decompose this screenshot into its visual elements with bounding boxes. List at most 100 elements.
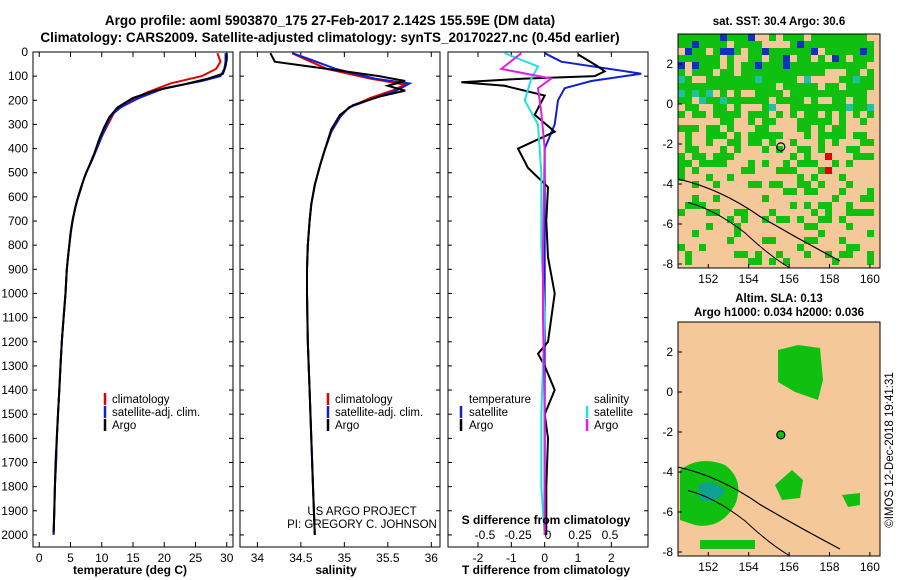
sst-cell [727,97,734,104]
sst-cell [713,132,720,139]
lat-tick-label: -8 [662,257,673,271]
x-tick-label: 15 [126,551,140,565]
sst-cell [769,48,776,55]
sst-cell [685,90,692,97]
sst-cell [839,125,846,132]
sst-cell [804,251,811,258]
sst-cell [755,258,762,265]
sst-cell [706,62,713,69]
lat-tick-label: -4 [662,465,673,479]
sst-cell [818,181,825,188]
sst-cell [846,69,853,76]
difference-xlabel: T difference from climatology [462,563,630,577]
sst-cell [825,209,832,216]
sst-cell [818,146,825,153]
sst-cell [853,244,860,251]
sst-cell [867,83,874,90]
sst-cell [762,76,769,83]
sst-cell [692,55,699,62]
sst-cell [839,41,846,48]
depth-tick-label: 1000 [1,286,28,300]
sst-cell [867,41,874,48]
sst-cell [699,69,706,76]
sst-cell [846,62,853,69]
sst-cell [762,104,769,111]
sst-cell [776,167,783,174]
sst-cell [825,132,832,139]
sst-cell [797,104,804,111]
sst-cell [818,132,825,139]
sst-cell [678,244,685,251]
sst-cell [727,125,734,132]
sst-cell [769,62,776,69]
sst-cell [699,83,706,90]
sst-cell [797,244,804,251]
sst-cell [734,251,741,258]
sst-cell [748,181,755,188]
sst-cell [685,132,692,139]
lat-tick-label: -2 [662,425,673,439]
lat-tick-label: 0 [666,97,673,111]
sst-cell [713,41,720,48]
sla-anomaly [778,345,823,400]
sst-cell [769,83,776,90]
sst-cell [811,69,818,76]
sst-cell [797,55,804,62]
depth-tick-label: 1300 [1,359,28,373]
argo-position-marker [776,430,786,440]
sst-cell [755,55,762,62]
sst-cell [853,104,860,111]
depth-tick-label: 1100 [2,311,28,325]
sst-cell [825,167,832,174]
sst-cell [741,34,748,41]
s-difference-label: S difference from climatology [462,513,631,527]
sst-cell [748,41,755,48]
sst-cell [692,104,699,111]
sst-cell [790,76,797,83]
sst-cell [804,202,811,209]
sst-cell [741,209,748,216]
legend-label-s-argo: Argo [594,420,618,432]
sst-cell [776,132,783,139]
sst-cell [727,118,734,125]
sst-cell [692,48,699,55]
sst-cell [818,125,825,132]
sst-cell [692,181,699,188]
sst-cell [853,62,860,69]
sst-cell [839,132,846,139]
sst-cell [755,251,762,258]
sst-cell [748,62,755,69]
sst-cell [755,62,762,69]
sst-cell [720,111,727,118]
sst-cell [825,118,832,125]
sst-cell [860,118,867,125]
sst-cell [769,181,776,188]
depth-tick-label: 400 [8,142,28,156]
legend-title-temperature: temperature [469,394,531,406]
sst-cell [720,132,727,139]
sst-cell [867,111,874,118]
sst-cell [832,34,839,41]
sst-cell [804,188,811,195]
sst-cell [853,153,860,160]
sst-cell [727,139,734,146]
sst-cell [748,160,755,167]
sst-cell [748,55,755,62]
sst-cell [818,202,825,209]
sst-cell [825,83,832,90]
sst-cell [748,118,755,125]
sst-cell [727,76,734,83]
lon-tick-label: 160 [860,560,880,574]
sla-map-title-1: Altim. SLA: 0.13 [735,293,823,305]
depth-tick-label: 800 [8,238,28,252]
sst-cell [755,48,762,55]
sst-cell [713,153,720,160]
sst-cell [867,48,874,55]
sst-cell [797,48,804,55]
series-climatology [52,52,222,535]
sst-cell [762,146,769,153]
difference-plot: -2 -1 0 1 2 -0.5 -0.25 0 0.25 0.5 [448,51,648,565]
sst-cell [713,104,720,111]
sst-cell [776,55,783,62]
legend-label-climatology: climatology [112,394,170,406]
